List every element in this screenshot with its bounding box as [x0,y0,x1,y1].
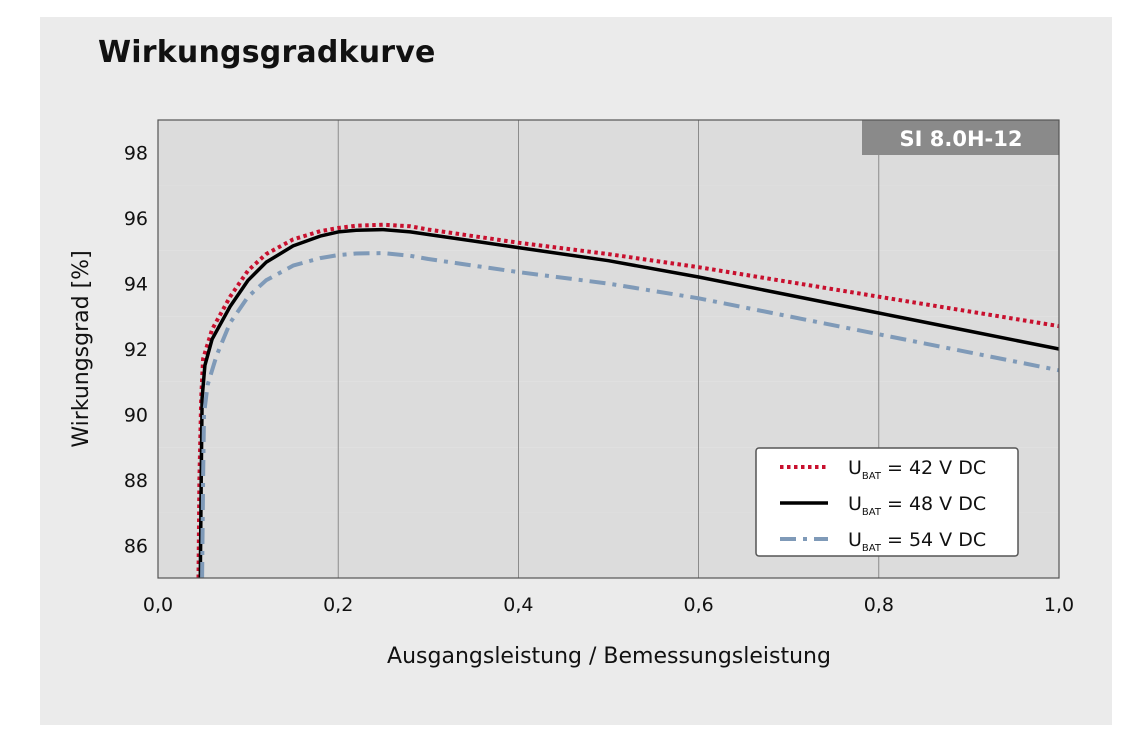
x-tick-label: 0,4 [503,594,533,616]
x-gridlines [337,120,880,578]
y-band [158,316,1059,382]
legend-label-3: UBAT = 54 V DC [848,529,986,554]
plot-frame [157,119,1060,579]
y-tick-label: 98 [124,143,148,165]
x-tick-label: 0,2 [323,594,353,616]
series-line-2 [198,227,1060,579]
y-tick-label: 94 [124,274,148,296]
x-tick-labels: 0,0 0,2 0,4 0,6 0,8 1,0 [143,594,1074,616]
legend: UBAT = 42 V DC UBAT = 48 V DC UBAT = 54 V … [755,447,1019,557]
y-tick-labels: 86 88 90 92 94 96 98 [124,143,148,558]
x-axis-title: Ausgangsleistung / Bemessungsleistung [387,644,831,669]
y-tick-label: 96 [124,208,148,230]
chart-title: Wirkungsgradkurve [98,35,436,70]
model-badge-label: SI 8.0H-12 [900,127,1023,151]
legend-label-2: UBAT = 48 V DC [848,493,986,518]
y-tick-label: 92 [124,339,148,361]
series-group [196,222,1060,579]
y-tick-label: 88 [124,470,148,492]
model-badge: SI 8.0H-12 [862,120,1059,155]
x-tick-label: 0,0 [143,594,173,616]
y-tick-label: 86 [124,535,148,557]
y-band [158,381,1059,448]
x-tick-label: 0,8 [864,594,894,616]
legend-box [755,447,1019,557]
y-axis-title: Wirkungsgrad [%] [69,250,94,447]
model-badge-bg [862,120,1059,155]
legend-label-1: UBAT = 42 V DC [848,457,986,482]
x-tick-label: 1,0 [1044,594,1074,616]
series-line-1 [196,222,1060,579]
y-tick-label: 90 [124,404,148,426]
series-line-3 [200,251,1060,579]
x-tick-label: 0,6 [683,594,713,616]
